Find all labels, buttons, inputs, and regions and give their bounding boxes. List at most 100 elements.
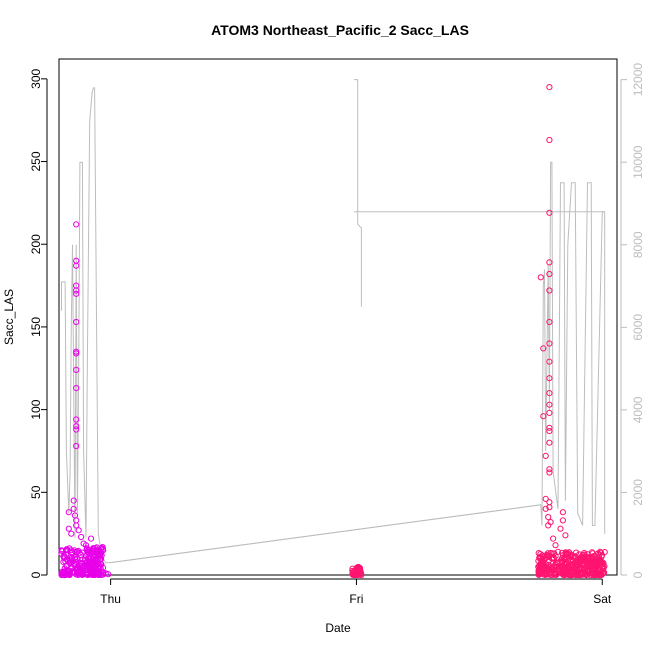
scatter-point [65,509,72,516]
scatter-point [557,557,565,564]
y-right-tick-label: 10000 [631,145,645,179]
y-right-tick-label: 6000 [631,314,645,341]
y-right-tick-label: 2000 [631,479,645,506]
scatter-point [84,545,91,552]
scatter-point [73,423,80,430]
scatter-point [65,525,72,532]
scatter-point [546,409,553,416]
scatter-point [546,259,553,266]
scatter-point [546,270,553,278]
scatter-point [541,552,548,559]
scatter-point [537,561,544,569]
scatter-point [544,568,551,575]
scatter-point [73,287,80,294]
scatter-point [554,548,562,555]
scatter-point [546,504,553,511]
scatter-point [63,546,70,553]
scatter-point [597,549,605,556]
scatter-point [73,426,80,433]
scatter-point [77,567,84,575]
scatter-point [585,566,593,573]
scatter-point [540,413,547,420]
secondary-line-layer [61,79,606,564]
scatter-point [75,547,82,555]
x-tick-label: Sat [593,592,612,606]
scatter-point [546,209,553,216]
x-axis: Thu Fri Sat [100,578,612,606]
scatter-point [73,442,80,450]
scatter-point [99,544,106,551]
scatter-point [546,287,553,294]
scatter-point [88,559,95,566]
secondary-line [61,87,605,564]
scatter-point [546,439,553,446]
scatter-point [546,340,553,347]
x-tick-label: Thu [100,592,121,606]
scatter-point [564,550,571,557]
scatter-point [98,561,105,568]
scatter-point [82,542,90,549]
scatter-point [60,569,67,576]
y-axis-left: 0 50 100 150 200 250 300 [29,68,48,578]
scatter-point [537,274,544,281]
scatter-point [537,565,545,573]
scatter-point [73,566,80,574]
scatter-point [68,548,76,556]
y-right-tick-label: 4000 [631,396,645,423]
scatter-point [548,555,556,562]
scatter-point [569,553,576,560]
scatter-point [544,552,552,559]
scatter-point [593,571,601,579]
scatter-point [599,563,606,570]
scatter-point [583,571,590,579]
scatter-point [73,385,80,392]
scatter-point [87,535,95,542]
scatter-point [579,552,586,559]
y-axis-label: Sacc_LAS [2,289,16,345]
scatter-point [578,561,585,568]
scatter-point [559,517,567,524]
scatter-point [72,555,79,562]
scatter-point [546,84,553,91]
y-tick-label: 0 [29,571,43,578]
scatter-point [94,556,101,564]
scatter-point [595,550,602,557]
scatter-point [568,571,575,578]
scatter-point [79,570,86,578]
y-right-tick-label: 12000 [631,63,645,97]
scatter-point [542,505,549,512]
scatter-point [73,290,80,297]
scatter-point [552,542,559,549]
y-tick-label: 300 [29,68,43,88]
scatter-point [546,499,553,506]
scatter-point [546,424,553,431]
scatter-point [73,522,80,529]
scatter-point [573,563,580,570]
scatter-point [93,557,100,564]
scatter-point [588,556,595,563]
scatter-point [546,358,553,365]
y-tick-label: 100 [29,399,43,419]
scatter-point [574,557,581,564]
scatter-point [105,571,112,578]
scatter-point [600,570,607,577]
scatter-point [355,568,362,575]
y-tick-label: 50 [29,485,43,499]
scatter-point [535,550,542,557]
scatter-point [62,558,69,565]
scatter-point [598,553,605,560]
scatter-point [586,560,594,567]
scatter-point [546,390,553,397]
scatter-point [79,549,86,556]
scatter-points [65,84,606,578]
scatter-point [536,570,543,577]
scatter-point [70,497,77,504]
scatter-point [88,567,95,574]
scatter-point [75,527,82,534]
scatter-point [595,565,602,572]
scatter-point [573,566,580,573]
scatter-point [73,318,80,326]
scatter-point [561,566,568,573]
scatter-point [100,547,107,554]
